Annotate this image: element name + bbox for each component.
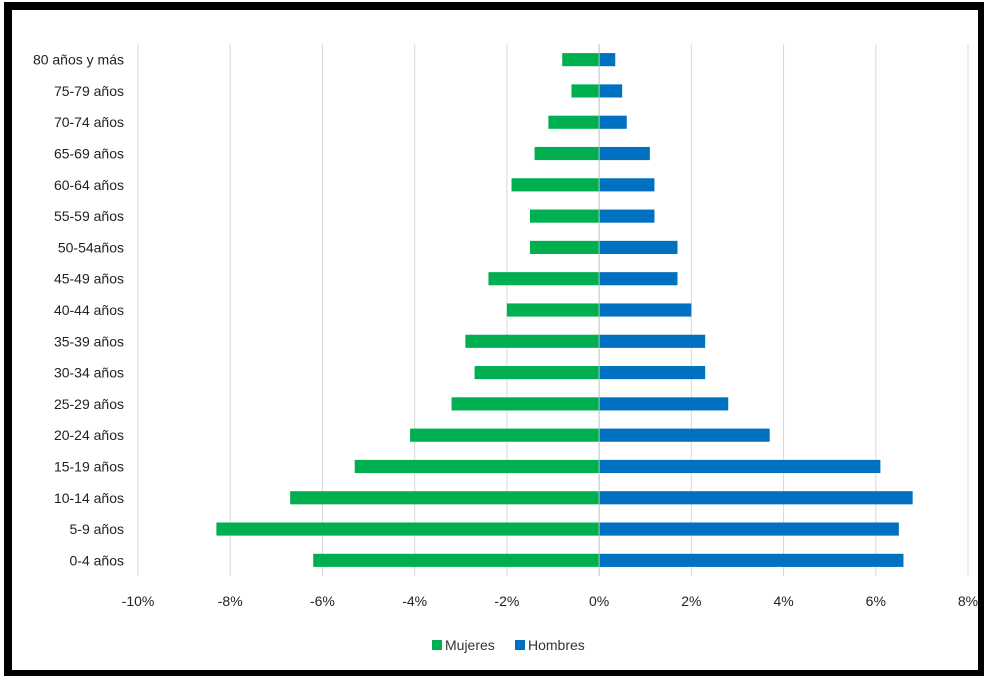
bar-hombres — [599, 178, 655, 192]
category-label: 0-4 años — [70, 552, 124, 568]
bar-mujeres — [354, 459, 600, 474]
bar-mujeres — [488, 272, 600, 286]
bar-mujeres — [529, 209, 600, 223]
legend: Mujeres Hombres — [432, 637, 585, 653]
category-label: 15-19 años — [54, 458, 124, 474]
x-tick-label: -8% — [218, 593, 243, 609]
x-tick-label: 8% — [958, 593, 978, 609]
x-tick-label: 4% — [773, 593, 793, 609]
bar-hombres — [599, 303, 692, 317]
category-label: 35-39 años — [54, 333, 124, 349]
category-label: 30-34 años — [54, 365, 124, 381]
bar-mujeres — [410, 428, 600, 442]
category-label: 5-9 años — [70, 521, 124, 537]
bar-hombres — [599, 366, 706, 380]
bar-mujeres — [216, 522, 600, 536]
bars — [216, 53, 913, 567]
category-label: 75-79 años — [54, 83, 124, 99]
bar-hombres — [599, 53, 616, 67]
bar-mujeres — [313, 553, 600, 567]
category-labels: 0-4 años 5-9 años 10-14 años 15-19 años 20-2… — [33, 52, 124, 569]
category-label: 70-74 años — [54, 114, 124, 130]
bar-mujeres — [548, 115, 600, 129]
bar-mujeres — [562, 53, 600, 67]
x-tick-label: -6% — [310, 593, 335, 609]
category-label: 60-64 años — [54, 177, 124, 193]
bar-mujeres — [534, 146, 600, 161]
bar-hombres — [599, 115, 627, 129]
bar-mujeres — [451, 397, 600, 411]
bar-hombres — [599, 146, 650, 161]
category-label: 25-29 años — [54, 396, 124, 412]
legend-label-hombres: Hombres — [528, 637, 585, 653]
bar-hombres — [599, 459, 881, 474]
x-tick-label: 0% — [589, 593, 609, 609]
bar-mujeres — [474, 366, 600, 380]
x-tick-label: 2% — [681, 593, 701, 609]
bar-mujeres — [465, 334, 600, 348]
bar-hombres — [599, 334, 706, 348]
category-label: 55-59 años — [54, 208, 124, 224]
bar-mujeres — [529, 240, 600, 254]
bar-mujeres — [511, 178, 600, 192]
bar-mujeres — [290, 491, 600, 505]
bar-hombres — [599, 522, 899, 536]
category-label: 65-69 años — [54, 146, 124, 162]
category-label: 45-49 años — [54, 271, 124, 287]
legend-label-mujeres: Mujeres — [445, 637, 495, 653]
category-label: 20-24 años — [54, 427, 124, 443]
x-tick-label: -4% — [402, 593, 427, 609]
x-tick-labels: -10% -8% -6% -4% -2% 0% 2% 4% 6% 8% — [122, 593, 978, 609]
category-label: 50-54años — [58, 239, 124, 255]
bar-hombres — [599, 272, 678, 286]
bar-hombres — [599, 240, 678, 254]
x-tick-label: 6% — [866, 593, 886, 609]
legend-swatch-mujeres — [432, 640, 442, 650]
bar-hombres — [599, 209, 655, 223]
x-tick-label: -10% — [122, 593, 155, 609]
bar-hombres — [599, 491, 913, 505]
bar-hombres — [599, 397, 729, 411]
category-label: 80 años y más — [33, 52, 124, 68]
bar-hombres — [599, 84, 623, 98]
category-label: 10-14 años — [54, 490, 124, 506]
bar-hombres — [599, 553, 904, 567]
x-tick-label: -2% — [494, 593, 519, 609]
bar-mujeres — [571, 84, 600, 98]
legend-swatch-hombres — [515, 640, 525, 650]
category-label: 40-44 años — [54, 302, 124, 318]
bar-mujeres — [506, 303, 600, 317]
bar-hombres — [599, 428, 770, 442]
